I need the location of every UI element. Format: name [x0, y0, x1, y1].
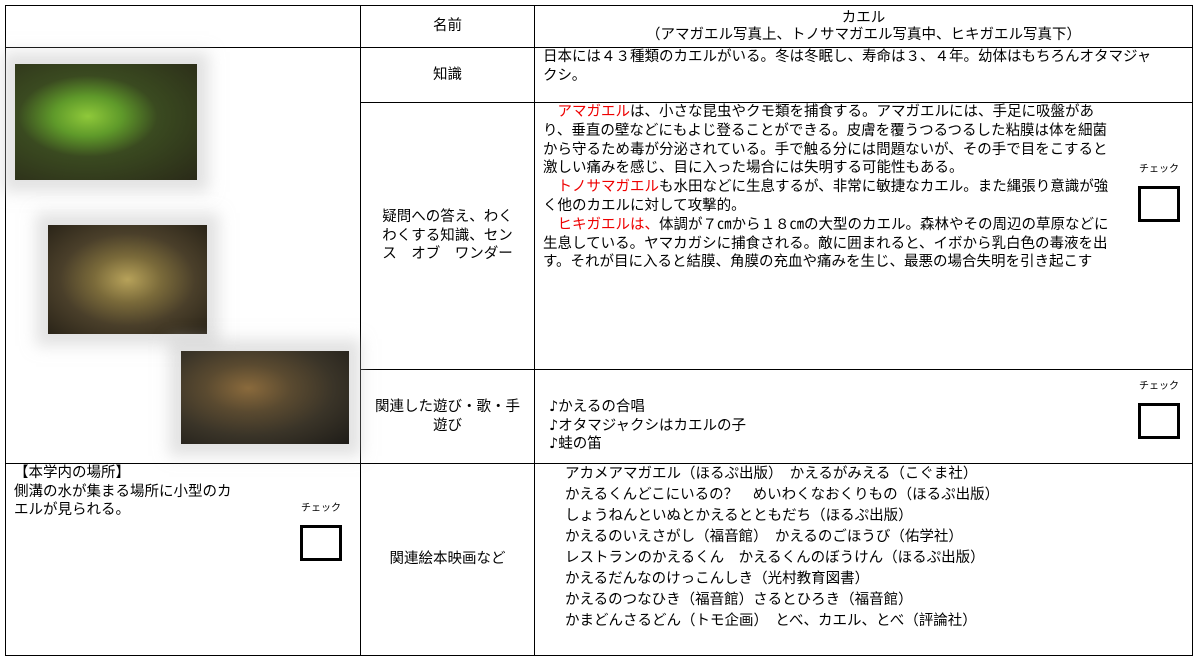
book: アカメアマガエル（ほるぷ出版） かえるがみえる（こぐま社） [565, 466, 978, 482]
play-cell: ♪かえるの合唱 ♪オタマジャクシはカエルの子 ♪蛙の笛 チェック [534, 369, 1193, 464]
location-title: 【本学内の場所】 [14, 465, 130, 481]
qa-cell: アマガエルは、小さな昆虫やクモ類を捕食する。アマガエルには、手足に吸盤があり、垂… [534, 102, 1193, 370]
location-text: 側溝の水が集まる場所に小型のカエルが見られる。 [14, 483, 232, 519]
qa-paragraph: トノサマガエルも水田などに生息するが、非常に敏捷なカエル。また縄張り意識が強く他… [543, 178, 1112, 216]
toad-photo [181, 351, 349, 444]
book: かえるくんどこにいるの？ めいわくなおくりもの（ほるぷ出版） [565, 487, 1000, 503]
book: かえるのつなひき（福音館）さるとひろき（福音館） [565, 592, 913, 608]
book: レストランのかえるくん かえるくんのぼうけん（ほるぷ出版） [565, 550, 985, 566]
checkbox[interactable]: チェック [1134, 378, 1184, 439]
text: 体調が７㎝から１８㎝の大型のカエル。森林やその周辺の草原などに生息している。ヤマ… [543, 216, 1109, 271]
knowledge-label: 知識 [360, 47, 535, 103]
checkbox[interactable]: チェック [1134, 161, 1184, 222]
knowledge-text: 日本には４３種類のカエルがいる。冬は冬眠し、寿命は３、４年。幼体はもちろんオタマ… [534, 47, 1193, 103]
book: しょうねんといぬとかえるとともだち（ほるぷ出版） [565, 508, 913, 524]
play-item: ♪蛙の笛 [549, 436, 602, 452]
blank-cell [5, 5, 361, 48]
check-label: チェック [1139, 164, 1179, 175]
highlight: ヒキガエルは、 [557, 216, 660, 233]
qa-label: 疑問への答え、わくわくする知識、センス オブ ワンダー [360, 102, 535, 370]
check-label: チェック [1139, 381, 1179, 392]
qa-paragraph: アマガエルは、小さな昆虫やクモ類を捕食する。アマガエルには、手足に吸盤があり、垂… [543, 103, 1112, 178]
photo-note: （アマガエル写真上、トノサマガエル写真中、ヒキガエル写真下） [646, 26, 1081, 43]
play-item: ♪かえるの合唱 [549, 399, 645, 415]
play-label: 関連した遊び・歌・手遊び [360, 369, 535, 464]
checkbox[interactable]: チェック [296, 500, 346, 561]
name-cell: カエル （アマガエル写真上、トノサマガエル写真中、ヒキガエル写真下） [534, 5, 1193, 48]
qa-paragraph: ヒキガエルは、体調が７㎝から１８㎝の大型のカエル。森林やその周辺の草原などに生息… [543, 216, 1112, 272]
location-cell: 【本学内の場所】 側溝の水が集まる場所に小型のカエルが見られる。 チェック [5, 463, 361, 656]
book: かえるのいえさがし（福音館） かえるのごほうび（佑学社） [565, 529, 963, 545]
highlight: アマガエル [557, 104, 631, 120]
check-label: チェック [301, 503, 341, 514]
text: は、小さな昆虫やクモ類を捕食する。アマガエルには、手足に吸盤があり、垂直の壁など… [543, 104, 1108, 177]
frog-table: 名前 カエル （アマガエル写真上、トノサマガエル写真中、ヒキガエル写真下） 知識 … [5, 5, 1193, 656]
tree-frog-photo [15, 64, 197, 180]
book: かえるだんなのけっこんしき（光村教育図書） [565, 571, 870, 587]
pond-frog-photo [48, 225, 207, 334]
books-label: 関連絵本映画など [360, 463, 535, 656]
name-label: 名前 [360, 5, 535, 48]
book: かまどんさるどん（トモ企画） とべ、カエル、とべ（評論社） [565, 613, 977, 629]
name: カエル [841, 9, 886, 26]
text: も水田などに生息するが、非常に敏捷なカエル。また縄張り意識が強く他のカエルに対し… [543, 179, 1109, 214]
books-cell: アカメアマガエル（ほるぷ出版） かえるがみえる（こぐま社） かえるくんどこにいる… [534, 463, 1193, 656]
highlight: トノサマガエル [557, 179, 660, 196]
play-item: ♪オタマジャクシはカエルの子 [549, 417, 747, 434]
